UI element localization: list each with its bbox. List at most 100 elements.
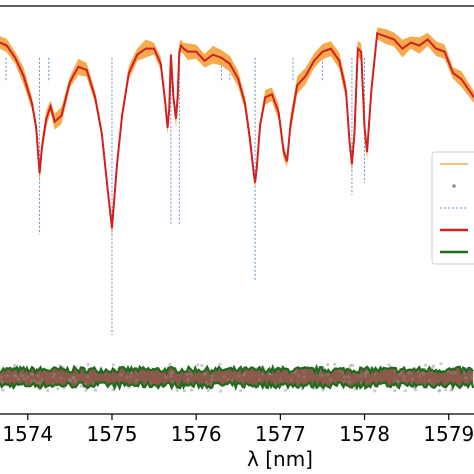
residual-point [125,375,129,379]
residual-point [373,389,377,393]
residual-point [52,375,56,380]
residual-point [68,378,72,383]
observed-spectrum-band [0,27,474,238]
residual-point [30,372,34,376]
residual-point [84,388,88,392]
residual-point [0,375,3,379]
residual-point [182,389,187,393]
residual-point [422,372,426,376]
residual-point [453,371,457,375]
residual-point [348,363,353,368]
residual-point [169,371,173,375]
residual-point [74,380,78,384]
residual-lower-line [0,378,474,392]
x-axis-label: λ [nm] [247,447,313,471]
residual-point [365,371,369,375]
residual-point [210,377,214,381]
residual-point [169,374,173,379]
x-tick-label-1: 1575 [87,422,138,446]
legend [431,151,474,265]
residual-point [79,384,83,388]
residual-point [297,374,301,378]
residual-point [430,366,434,370]
residual-point [464,376,468,380]
residual-point [119,372,123,376]
residual-point [393,378,398,383]
residual-point [189,388,194,392]
residual-point [363,371,367,375]
residual-point [326,363,330,367]
residual-point [20,374,25,378]
residual-point [12,373,16,377]
residual-point [164,375,168,379]
residual-point [444,387,448,392]
residual-point [71,375,76,380]
residual-point [449,371,454,375]
residual-point [111,388,115,392]
residual-point [328,378,332,382]
residual-point [222,375,226,379]
residual-point [86,375,90,379]
residual-point [226,377,230,381]
residual-point [94,388,98,392]
residual-point [205,381,209,385]
residual-point [358,374,362,378]
residual-point [83,381,88,386]
axes: 1574 1575 1576 1577 1578 1579 [0,5,474,446]
residual-point [428,379,432,383]
residual-point [218,362,222,366]
residual-point [402,378,406,382]
residual-point [423,363,428,367]
residual-point [46,388,50,393]
residual-point [40,378,44,382]
x-tick-label-5: 1579 [423,422,474,446]
residual-point [134,378,138,382]
residual-point [407,371,411,375]
residual-point [301,370,306,374]
residual-point [439,362,443,366]
residual-point [13,363,17,367]
residual-point [321,388,325,392]
residual-point [185,372,189,377]
legend-marker-1 [452,184,456,188]
residual-point [432,364,436,368]
residual-point [267,371,271,376]
residual-point [168,362,172,367]
x-tick-label-3: 1577 [255,422,306,446]
residual-point [411,377,415,381]
residual-point [326,372,330,376]
residual-point [283,388,288,392]
residual-point [302,375,306,379]
residual-point [449,388,453,392]
residual-point [86,363,90,367]
residual-point [320,373,324,377]
residual-point [363,374,367,378]
residual-point [239,389,243,393]
residual-point [175,388,179,392]
residual-point [438,389,442,393]
residual-point [5,374,9,378]
residual-point [437,389,441,393]
x-tick-label-0: 1574 [2,422,53,446]
residual-point [111,363,115,367]
residual-point [68,378,73,382]
residual-point [289,377,293,382]
x-tick-label-2: 1576 [171,422,222,446]
residual-point [26,375,30,379]
residual-point [279,378,283,382]
residual-point [30,379,34,383]
residual-point [402,374,406,379]
residual-point [260,372,265,376]
model-spectrum-line [0,32,474,229]
residual-point [23,377,27,381]
residual-point [73,378,77,382]
residual-point [31,372,35,377]
residual-point [200,363,204,368]
residual-point [56,387,60,391]
residual-point [1,388,5,392]
residual-point [293,371,297,375]
residual-point [348,380,352,384]
residual-point [59,376,63,380]
residual-point [346,375,350,379]
